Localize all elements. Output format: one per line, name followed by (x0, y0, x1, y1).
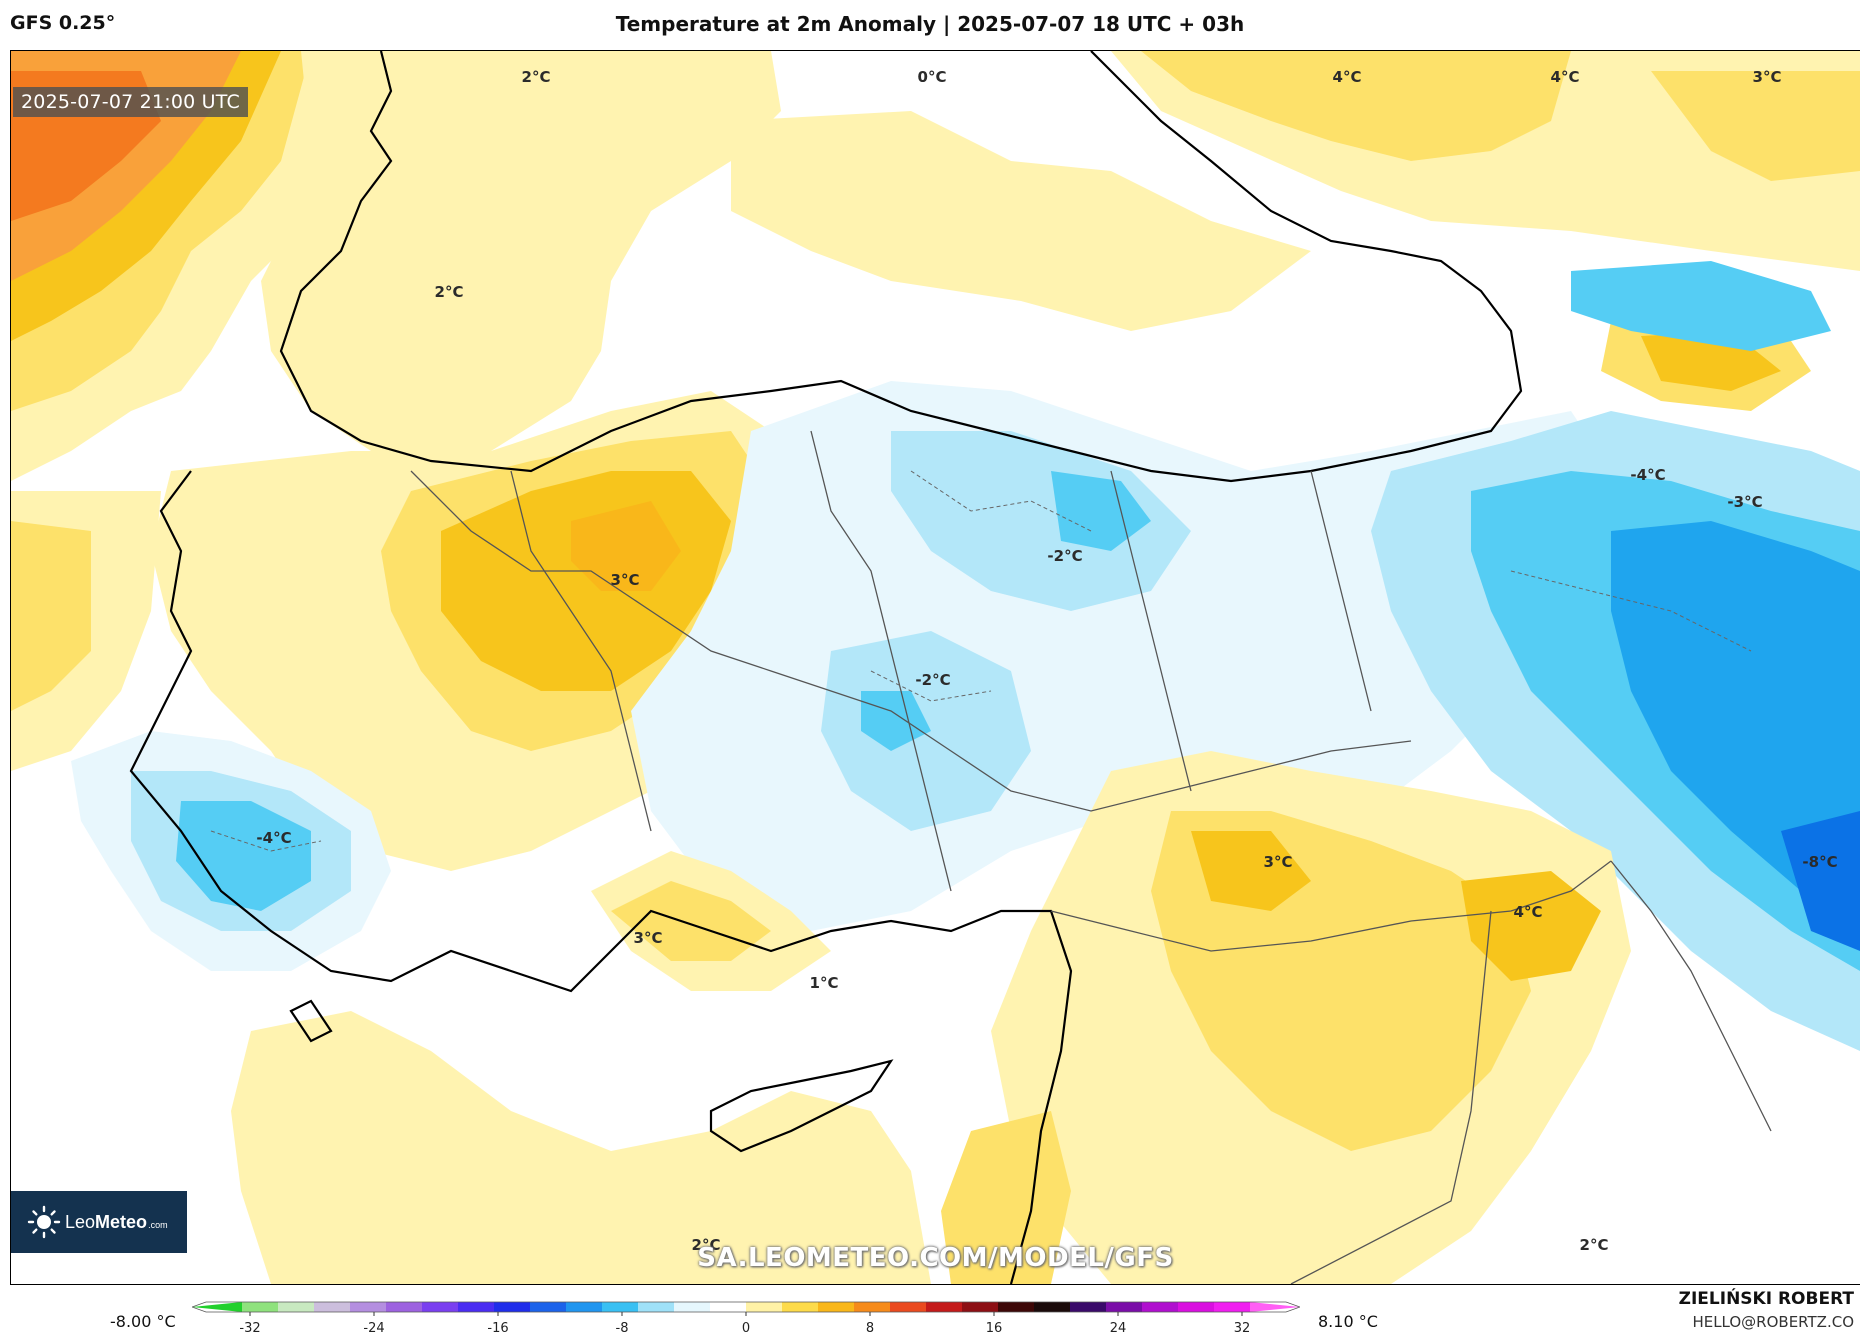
author-email[interactable]: HELLO@ROBERTZ.CO (1692, 1313, 1854, 1331)
legend-tick-label: -32 (239, 1321, 260, 1336)
map-label: 4°C (1550, 68, 1580, 86)
legend-color-step (818, 1302, 855, 1312)
sun-icon (27, 1205, 61, 1239)
legend-tick-label: -16 (487, 1321, 508, 1336)
borders (410, 430, 1772, 1284)
map-label: 4°C (1513, 903, 1543, 921)
legend-color-step (746, 1302, 783, 1312)
legend-color-step (566, 1302, 603, 1312)
legend-color-step (890, 1302, 927, 1312)
legend-color-step (1034, 1302, 1071, 1312)
warm-area-west-anatolia-core (571, 501, 681, 591)
map-label: 3°C (1752, 68, 1782, 86)
legend-color-step (386, 1302, 423, 1312)
temperature-anomaly-map[interactable] (11, 51, 1860, 1284)
warm-area-black-sea-west (261, 51, 781, 471)
contour-lines (210, 470, 1752, 852)
map-label: -3°C (1727, 493, 1763, 511)
warm-area-aegean-west-yellow (11, 521, 91, 711)
legend-color-step (926, 1302, 963, 1312)
legend-color-step (998, 1302, 1035, 1312)
legend-color-step (710, 1302, 747, 1312)
legend-tick-label: -8 (616, 1321, 629, 1336)
cold-area-east-deep (1781, 811, 1860, 951)
legend-color-step (278, 1302, 315, 1312)
legend-color-step (962, 1302, 999, 1312)
map-view[interactable]: 2025-07-07 21:00 UTC 2°C 0°C 4°C 4°C 3°C… (10, 50, 1860, 1285)
map-title: Temperature at 2m Anomaly | 2025-07-07 1… (615, 12, 1245, 36)
coastlines (129, 51, 1523, 1284)
cold-area-central-sky-south (861, 691, 931, 751)
legend-color-step (1070, 1302, 1107, 1312)
warm-area-south-coast-yellow (611, 881, 771, 961)
map-label: 4°C (1332, 68, 1362, 86)
legend-color-step (854, 1302, 891, 1312)
legend-color-step (674, 1302, 711, 1312)
map-label: -4°C (1630, 466, 1666, 484)
map-label: -2°C (915, 671, 951, 689)
map-label: 3°C (1263, 853, 1293, 871)
legend-tick-label: 16 (986, 1321, 1003, 1336)
leometeo-logo[interactable]: LeoMeteo.com (11, 1191, 187, 1253)
logo-text: LeoMeteo.com (65, 1211, 168, 1232)
color-legend: -32 -24 -16 -8 0 8 16 24 32 (192, 1301, 1300, 1336)
legend-tick-label: 24 (1110, 1321, 1127, 1336)
legend-color-step (530, 1302, 567, 1312)
legend-tick-label: 8 (866, 1321, 874, 1336)
map-label: 2°C (521, 68, 551, 86)
legend-color-step (192, 1302, 242, 1312)
valid-time-badge: 2025-07-07 21:00 UTC (13, 87, 248, 117)
warm-area-east-med (231, 1011, 931, 1284)
legend-color-step (1250, 1302, 1300, 1312)
legend-color-step (638, 1302, 675, 1312)
map-label: 0°C (917, 68, 947, 86)
author-name: ZIELIŃSKI ROBERT (1678, 1289, 1854, 1309)
legend-tick-label: 0 (742, 1321, 750, 1336)
legend-color-step (782, 1302, 819, 1312)
warm-area-southeast-gold-2 (1191, 831, 1311, 911)
cold-area-aegean-sky (176, 801, 311, 911)
map-label: 3°C (633, 929, 663, 947)
legend-color-step (1142, 1302, 1179, 1312)
legend-color-step (1178, 1302, 1215, 1312)
legend-color-step (494, 1302, 531, 1312)
map-label: 2°C (1579, 1236, 1609, 1254)
legend-tick-label: -24 (363, 1321, 384, 1336)
legend-color-step (1214, 1302, 1251, 1312)
legend-color-step (350, 1302, 387, 1312)
map-label: 2°C (434, 283, 464, 301)
map-label: -4°C (256, 829, 292, 847)
legend-max-value: 8.10 °C (1318, 1312, 1378, 1331)
map-label: 2°C (691, 1236, 721, 1254)
warm-area-black-sea-north (731, 111, 1311, 331)
legend-color-step (1106, 1302, 1143, 1312)
cold-area-east-north (1571, 261, 1831, 351)
model-name: GFS 0.25° (10, 12, 116, 34)
legend-color-step (242, 1302, 279, 1312)
legend-color-step (458, 1302, 495, 1312)
legend-min-value: -8.00 °C (110, 1312, 176, 1331)
legend-color-step (314, 1302, 351, 1312)
cold-area-central-light (891, 431, 1191, 611)
map-label: 3°C (610, 571, 640, 589)
legend-color-step (602, 1302, 639, 1312)
map-label: -8°C (1802, 853, 1838, 871)
legend-tick-label: 32 (1234, 1321, 1251, 1336)
warm-area-northeast-right (1651, 71, 1860, 181)
legend-color-step (422, 1302, 459, 1312)
source-watermark: SA.LEOMETEO.COM/MODEL/GFS (697, 1243, 1174, 1273)
map-label: 1°C (809, 974, 839, 992)
warm-area-southeast-gold (1461, 871, 1601, 981)
map-label: -2°C (1047, 547, 1083, 565)
warm-area-northeast-yellow (1141, 51, 1571, 161)
legend-outline (192, 1301, 1300, 1313)
